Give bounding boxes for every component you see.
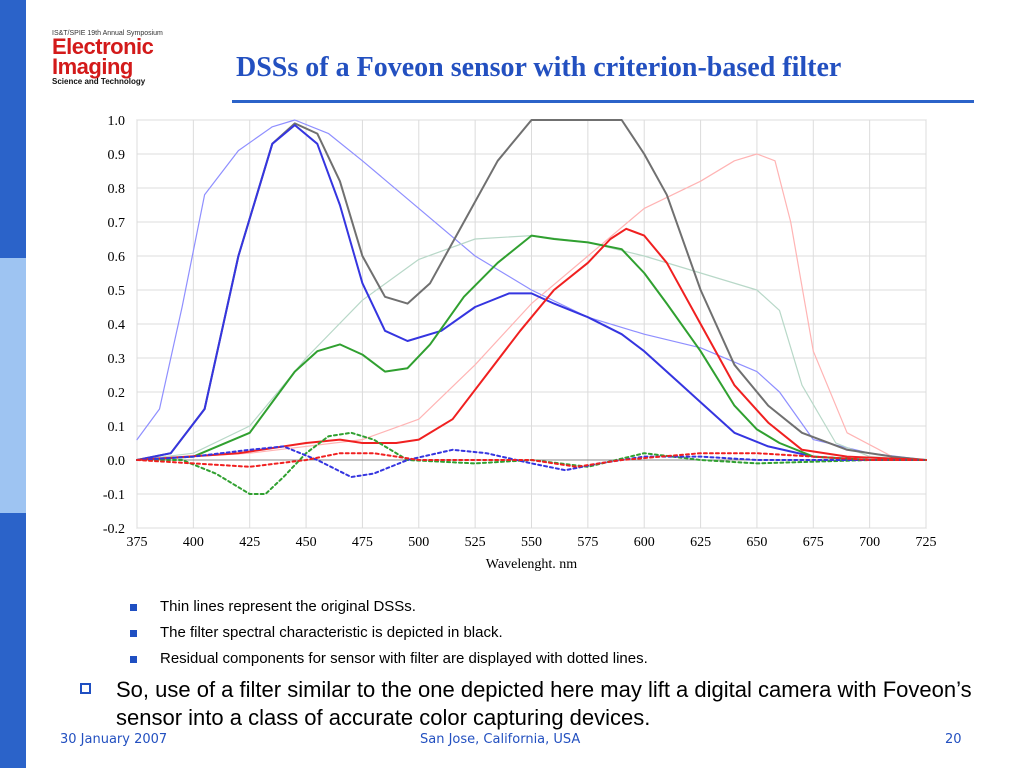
x-tick-label: 700	[859, 535, 880, 550]
left-accent-bar-light-segment	[0, 258, 26, 513]
x-tick-label: 725	[916, 535, 937, 550]
series-line-solid	[136, 124, 927, 461]
y-tick-label: -0.2	[103, 522, 125, 537]
y-tick-label: 0.3	[108, 352, 126, 367]
main-bullet: So, use of a filter similar to the one d…	[80, 676, 980, 732]
x-tick-label: 525	[465, 535, 486, 550]
slide-title: DSSs of a Foveon sensor with criterion-b…	[236, 52, 842, 83]
x-axis-label: Wavelenght. nm	[486, 557, 578, 572]
sub-bullet-text: Residual components for sensor with filt…	[160, 650, 648, 667]
sub-bullet-text: Thin lines represent the original DSSs.	[160, 598, 416, 615]
x-tick-label: 600	[634, 535, 655, 550]
bullet-square-icon	[130, 630, 137, 637]
sub-bullet-list: Thin lines represent the original DSSs. …	[130, 594, 830, 672]
y-tick-label: 0.7	[108, 216, 126, 231]
series-line-dotted	[136, 445, 927, 478]
logo-line-electronic: Electronic	[52, 34, 154, 59]
left-accent-bar	[0, 0, 26, 768]
title-underline	[232, 100, 974, 103]
logo-line-science: Science and Technology	[52, 77, 146, 86]
y-tick-label: 0.2	[108, 386, 126, 401]
y-tick-label: 1.0	[108, 114, 126, 129]
series-line-solid	[136, 227, 927, 461]
y-tick-label: 0.6	[108, 250, 126, 265]
y-tick-label: 0.4	[108, 318, 126, 333]
dss-chart-svg: 375 400 425 450 475 500 525 550 575 600 625 650 675 7…	[103, 114, 937, 572]
y-tick-label: 0.1	[108, 420, 126, 435]
symposium-logo: IS&T/SPIE 19th Annual Symposium Electron…	[52, 30, 182, 92]
series-line-dotted	[136, 452, 927, 468]
footer-location: San Jose, California, USA	[420, 732, 581, 747]
bullet-square-icon	[130, 604, 137, 611]
series-line-solid	[136, 234, 927, 461]
dss-chart: 375 400 425 450 475 500 525 550 575 600 625 650 675 7…	[70, 110, 950, 590]
series-line-thin	[136, 119, 927, 461]
x-tick-label: 375	[127, 535, 148, 550]
bullet-square-icon	[130, 656, 137, 663]
sub-bullet-item: Residual components for sensor with filt…	[130, 646, 830, 672]
y-tick-label: 0.9	[108, 148, 126, 163]
footer-date: 30 January 2007	[60, 732, 168, 747]
x-tick-label: 500	[408, 535, 429, 550]
x-tick-label: 550	[521, 535, 542, 550]
main-bullet-text: So, use of a filter similar to the one d…	[116, 677, 972, 730]
sub-bullet-text: The filter spectral characteristic is de…	[160, 624, 503, 641]
sub-bullet-item: Thin lines represent the original DSSs.	[130, 594, 830, 620]
x-tick-label: 425	[239, 535, 260, 550]
x-tick-label: 450	[296, 535, 317, 550]
y-tick-label: 0.0	[108, 454, 126, 469]
logo-line-imaging: Imaging	[52, 54, 133, 79]
x-tick-label: 675	[803, 535, 824, 550]
footer-page-number: 20	[945, 732, 962, 747]
x-tick-label: 575	[577, 535, 598, 550]
x-tick-label: 625	[690, 535, 711, 550]
hollow-square-bullet-icon	[80, 683, 91, 694]
y-tick-label: 0.8	[108, 182, 126, 197]
y-tick-label: -0.1	[103, 488, 125, 503]
series-line-thin	[136, 153, 927, 461]
series-line-dotted	[136, 431, 927, 495]
x-tick-label: 650	[746, 535, 767, 550]
sub-bullet-item: The filter spectral characteristic is de…	[130, 620, 830, 646]
x-tick-label: 400	[183, 535, 204, 550]
logo-top-line: IS&T/SPIE 19th Annual Symposium	[52, 30, 163, 37]
x-tick-label: 475	[352, 535, 373, 550]
y-tick-label: 0.5	[108, 284, 126, 299]
